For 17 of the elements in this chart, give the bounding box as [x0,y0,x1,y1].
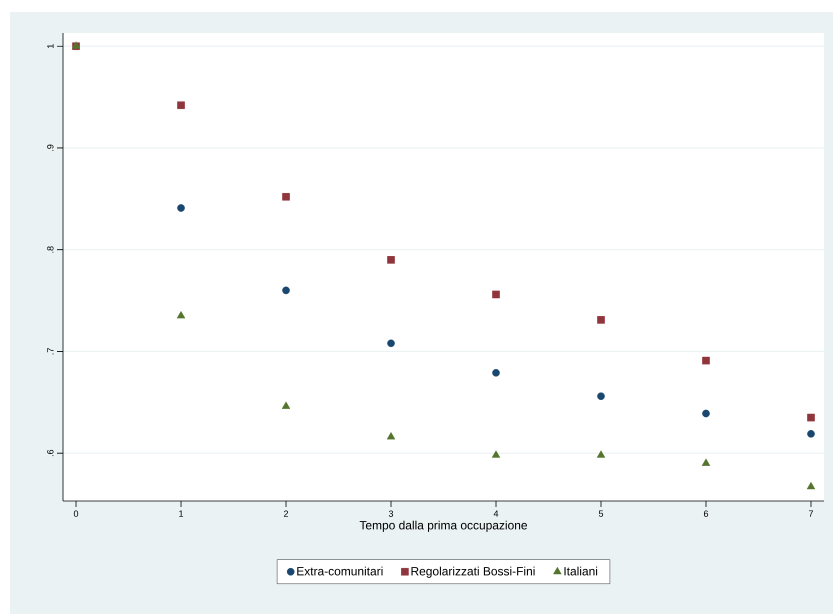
x-tick-label: 0 [74,510,78,517]
y-tick-label: 1 [47,44,54,48]
x-tick-label: 4 [494,510,498,517]
legend-label: Italiani [564,566,598,576]
x-tick-label: 6 [704,510,708,517]
y-tick-label: .7 [47,348,54,354]
y-tick-label: .9 [47,144,54,151]
x-tick-label: 1 [179,510,184,517]
x-tick-label: 2 [284,510,288,517]
y-tick-label: .6 [47,450,54,456]
x-tick-label: 5 [598,510,604,517]
y-tick-label: .8 [47,246,54,253]
legend-label: Extra-comunitari [297,566,383,576]
legend-label: Regolarizzati Bossi-Fini [411,566,535,578]
x-tick-label: 3 [388,510,394,517]
x-tick-label: 7 [808,510,814,517]
x-axis-title: Tempo dalla prima occupazione [360,520,527,532]
